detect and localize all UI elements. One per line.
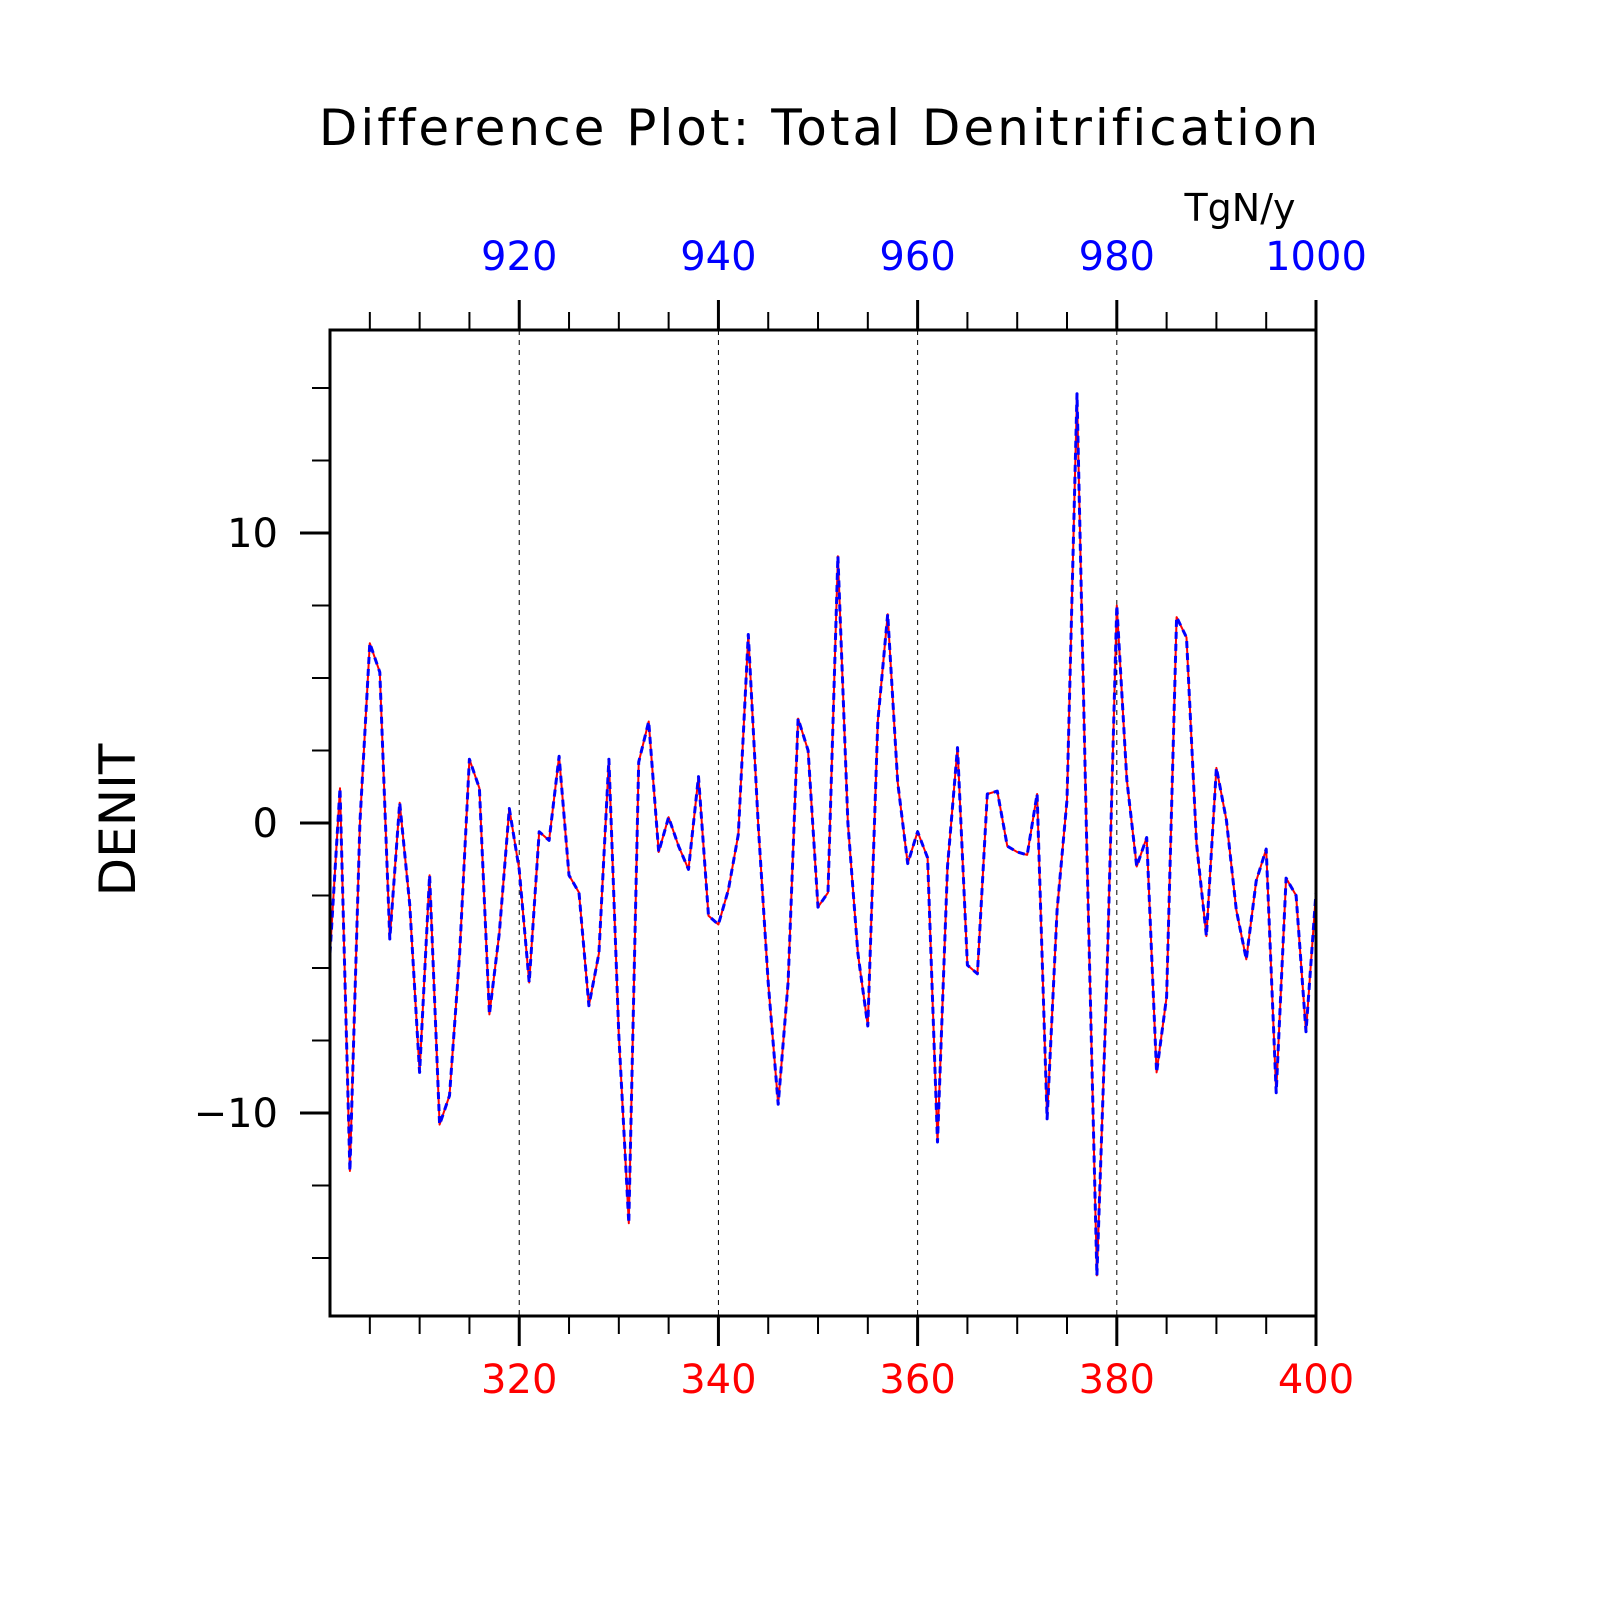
y-tick-label: 10 (227, 511, 278, 557)
series-lines (328, 392, 1318, 1277)
tick-labels: 320 340 360 380 400 920 940 960 980 1000 10 0 −10 (194, 234, 1367, 1403)
top-tick-label: 960 (879, 234, 955, 280)
top-tick-label: 1000 (1265, 234, 1367, 280)
bottom-tick-label: 360 (879, 1357, 955, 1403)
bottom-tick-label: 380 (1079, 1357, 1155, 1403)
units-label: TgN/y (1183, 186, 1295, 230)
y-axis-label: DENIT (89, 743, 147, 896)
bottom-tick-label: 320 (481, 1357, 557, 1403)
bottom-tick-label: 340 (680, 1357, 756, 1403)
plot-frame (328, 328, 1318, 1318)
y-tick-label: 0 (253, 801, 278, 847)
grid-lines (518, 330, 1118, 1316)
top-tick-label: 920 (481, 234, 557, 280)
top-tick-label: 980 (1079, 234, 1155, 280)
series-line-2 (328, 392, 1318, 1277)
y-tick-label: −10 (194, 1091, 278, 1137)
bottom-tick-label: 400 (1278, 1357, 1354, 1403)
axis-ticks (300, 300, 1318, 1346)
series-line-1 (329, 392, 1317, 1277)
top-tick-label: 940 (680, 234, 756, 280)
chart-title: Difference Plot: Total Denitrification (319, 99, 1321, 157)
